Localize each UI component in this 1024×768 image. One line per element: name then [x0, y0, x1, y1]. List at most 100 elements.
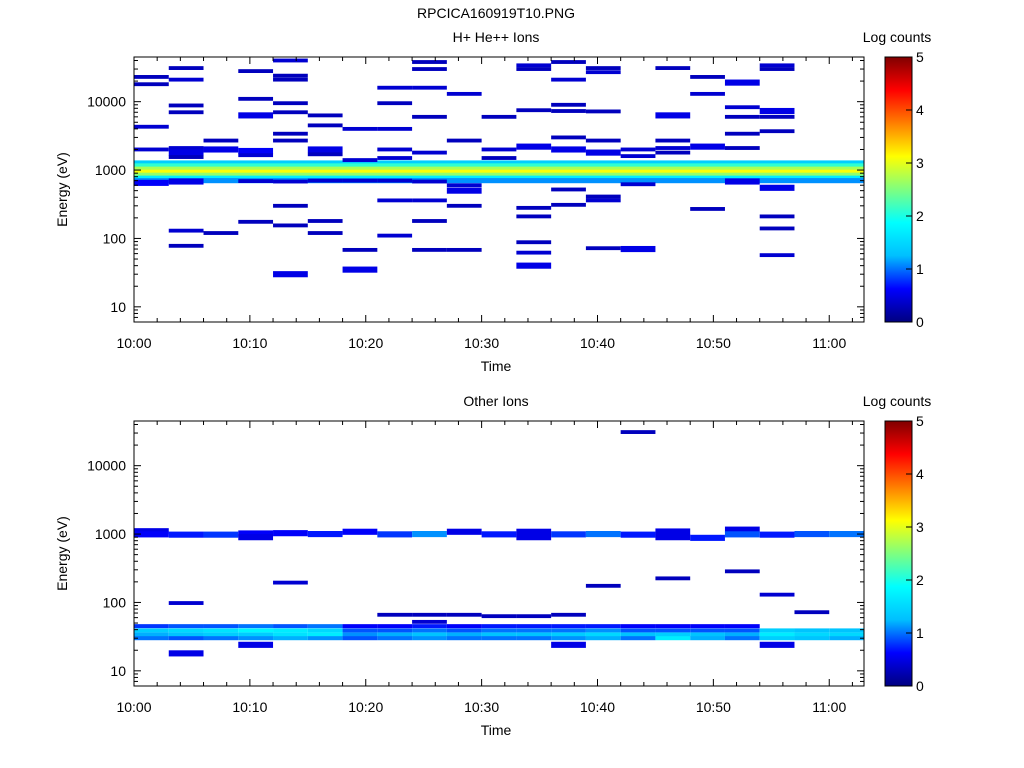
heatmap-cell [585, 138, 621, 143]
heatmap-cell [342, 247, 378, 252]
heatmap-cell [134, 166, 864, 172]
heatmap-cells [134, 58, 864, 278]
plot-frame [133, 420, 865, 687]
heatmap-cell [307, 219, 343, 223]
heatmap-cell [446, 612, 482, 617]
heatmap-cell [481, 628, 517, 633]
heatmap-cell [620, 147, 656, 152]
heatmap-cell [481, 114, 517, 119]
heatmap-cell [412, 612, 447, 617]
heatmap-cell [238, 153, 274, 158]
colorbar-label: Log counts [863, 393, 932, 409]
panel-h-he-ions: H+ He++ Ions Time Energy (eV) 10:00 10:10 10:… [54, 29, 931, 374]
heatmap-cell [585, 583, 621, 588]
heatmap-cell [168, 103, 204, 108]
heatmap-cell [620, 245, 656, 253]
heatmap-cell [307, 146, 343, 153]
heatmap-cell [203, 636, 239, 641]
heatmap-cell [168, 650, 204, 657]
heatmap-cell [342, 624, 378, 629]
heatmap-cell [238, 69, 274, 74]
heatmap-cell [203, 628, 239, 633]
heatmap-cell [481, 156, 517, 160]
heatmap-cell [516, 534, 552, 541]
heatmap-cell [342, 158, 378, 162]
figure-title: RPCICA160919T10.PNG [417, 5, 575, 21]
y-tick-label: 100 [103, 594, 127, 610]
heatmap-cell [516, 214, 552, 219]
heatmap-cell [273, 624, 308, 629]
heatmap-cell [829, 530, 864, 538]
heatmap-cell [829, 636, 864, 641]
heatmap-cell [273, 203, 308, 208]
x-axis-label: Time [481, 722, 512, 738]
heatmap-cell [168, 149, 204, 156]
heatmap-cell [724, 79, 760, 86]
heatmap-cell [759, 531, 795, 538]
heatmap-cell [377, 85, 413, 90]
colorbar-frame [884, 420, 913, 687]
heatmap-cell [585, 70, 621, 75]
heatmap-cell [690, 624, 725, 629]
heatmap-cell [168, 632, 204, 637]
heatmap-cell [551, 641, 586, 648]
heatmap-cell [724, 569, 760, 574]
heatmap-cell [620, 531, 656, 538]
heatmap-cell [307, 632, 343, 637]
heatmap-cell [794, 530, 830, 538]
heatmap-cell [655, 628, 691, 633]
heatmap-cell [377, 178, 413, 183]
heatmap-cell [134, 160, 864, 166]
heatmap-cell [690, 91, 725, 96]
heatmap-cell [759, 592, 795, 597]
heatmap-cell [690, 534, 725, 541]
heatmap-cell [724, 105, 760, 110]
heatmap-cell [412, 114, 447, 119]
heatmap-cell [342, 178, 378, 183]
heatmap-cell [724, 114, 760, 119]
heatmap-cell [551, 624, 586, 629]
heatmap-cell [412, 530, 447, 538]
colorbar-tick-label: 5 [916, 413, 924, 429]
heatmap-cell [412, 150, 447, 155]
heatmap-cell [238, 632, 274, 637]
heatmap-cell [134, 632, 169, 637]
colorbar-tick-label: 4 [916, 466, 924, 482]
colorbar-tick-label: 5 [916, 49, 924, 65]
heatmap-cell [759, 107, 795, 115]
colorbar [885, 421, 912, 686]
heatmap-cell [655, 146, 691, 150]
heatmap-cell [759, 628, 795, 633]
colorbar-tick-label: 0 [916, 678, 924, 694]
colorbar-tick-label: 1 [916, 261, 924, 277]
heatmap-cell [273, 580, 308, 585]
heatmap-cell [481, 624, 517, 629]
heatmap-cell [238, 219, 274, 224]
heatmap-cell [794, 636, 830, 641]
heatmap-cell [585, 149, 621, 156]
heatmap-cell [238, 641, 274, 648]
heatmap-cell [273, 138, 308, 143]
heatmap-cell [516, 63, 552, 68]
x-tick-label: 10:10 [232, 335, 267, 351]
heatmap-cell [342, 528, 378, 535]
heatmap-cell [168, 636, 204, 641]
heatmap-cell [307, 530, 343, 538]
heatmap-cell [759, 67, 795, 71]
heatmap-cell [551, 135, 586, 140]
heatmap-cell [203, 146, 239, 153]
heatmap-cell [238, 179, 274, 183]
heatmap-cell [724, 636, 760, 641]
heatmap-cell [273, 110, 308, 115]
heatmap-cell [134, 147, 169, 152]
heatmap-cell [412, 636, 447, 641]
heatmap-cell [446, 528, 482, 535]
heatmap-cell [342, 126, 378, 131]
heatmap-cell [342, 636, 378, 641]
y-tick-label: 10 [110, 663, 126, 679]
heatmap-cell [412, 198, 447, 203]
heatmap-cell [168, 228, 204, 233]
heatmap-cell [238, 112, 274, 119]
x-tick-label: 10:00 [116, 699, 151, 715]
heatmap-cell [551, 109, 586, 113]
